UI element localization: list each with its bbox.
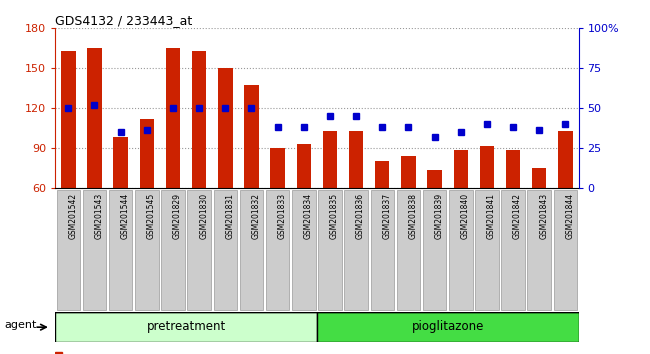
Bar bbox=[558, 131, 573, 188]
Text: GSM201543: GSM201543 bbox=[94, 193, 103, 239]
Text: GSM201544: GSM201544 bbox=[121, 193, 129, 239]
Text: GSM201545: GSM201545 bbox=[147, 193, 156, 239]
Bar bbox=[55, 352, 62, 354]
Bar bbox=[323, 131, 337, 188]
FancyBboxPatch shape bbox=[55, 312, 317, 342]
Bar bbox=[296, 144, 311, 188]
FancyBboxPatch shape bbox=[214, 190, 237, 310]
Text: pretreatment: pretreatment bbox=[146, 320, 226, 333]
Text: GSM201836: GSM201836 bbox=[356, 193, 365, 239]
FancyBboxPatch shape bbox=[161, 190, 185, 310]
FancyBboxPatch shape bbox=[501, 190, 525, 310]
Text: GDS4132 / 233443_at: GDS4132 / 233443_at bbox=[55, 14, 192, 27]
Bar bbox=[87, 48, 101, 188]
FancyBboxPatch shape bbox=[528, 190, 551, 310]
FancyBboxPatch shape bbox=[449, 190, 473, 310]
FancyBboxPatch shape bbox=[240, 190, 263, 310]
Text: GSM201542: GSM201542 bbox=[68, 193, 77, 239]
Text: GSM201839: GSM201839 bbox=[435, 193, 443, 239]
Bar bbox=[270, 148, 285, 188]
Bar bbox=[480, 147, 494, 188]
Text: GSM201829: GSM201829 bbox=[173, 193, 182, 239]
Text: GSM201841: GSM201841 bbox=[487, 193, 496, 239]
FancyBboxPatch shape bbox=[370, 190, 394, 310]
Bar bbox=[532, 168, 547, 188]
Text: GSM201838: GSM201838 bbox=[408, 193, 417, 239]
Bar bbox=[506, 150, 520, 188]
FancyBboxPatch shape bbox=[187, 190, 211, 310]
Text: GSM201835: GSM201835 bbox=[330, 193, 339, 239]
FancyBboxPatch shape bbox=[344, 190, 368, 310]
Bar bbox=[428, 170, 442, 188]
FancyBboxPatch shape bbox=[317, 312, 578, 342]
FancyBboxPatch shape bbox=[109, 190, 133, 310]
Bar bbox=[454, 150, 468, 188]
Text: GSM201843: GSM201843 bbox=[540, 193, 548, 239]
Bar bbox=[349, 131, 363, 188]
Text: GSM201830: GSM201830 bbox=[199, 193, 208, 239]
Text: GSM201842: GSM201842 bbox=[513, 193, 522, 239]
Text: GSM201833: GSM201833 bbox=[278, 193, 287, 239]
Text: GSM201832: GSM201832 bbox=[252, 193, 261, 239]
FancyBboxPatch shape bbox=[396, 190, 420, 310]
Bar bbox=[192, 51, 206, 188]
Text: GSM201840: GSM201840 bbox=[461, 193, 470, 239]
Text: GSM201831: GSM201831 bbox=[226, 193, 234, 239]
Text: GSM201844: GSM201844 bbox=[566, 193, 575, 239]
FancyBboxPatch shape bbox=[475, 190, 499, 310]
FancyBboxPatch shape bbox=[266, 190, 289, 310]
Bar bbox=[114, 137, 128, 188]
FancyBboxPatch shape bbox=[423, 190, 447, 310]
Text: GSM201834: GSM201834 bbox=[304, 193, 313, 239]
Text: agent: agent bbox=[5, 320, 37, 330]
FancyBboxPatch shape bbox=[554, 190, 577, 310]
Bar bbox=[61, 51, 75, 188]
FancyBboxPatch shape bbox=[83, 190, 106, 310]
Text: GSM201837: GSM201837 bbox=[382, 193, 391, 239]
Bar bbox=[140, 119, 154, 188]
Bar bbox=[244, 85, 259, 188]
Bar bbox=[401, 156, 415, 188]
Bar bbox=[218, 68, 233, 188]
Text: pioglitazone: pioglitazone bbox=[411, 320, 484, 333]
FancyBboxPatch shape bbox=[292, 190, 315, 310]
FancyBboxPatch shape bbox=[318, 190, 342, 310]
FancyBboxPatch shape bbox=[135, 190, 159, 310]
Bar bbox=[166, 48, 180, 188]
FancyBboxPatch shape bbox=[57, 190, 80, 310]
Bar bbox=[375, 161, 389, 188]
